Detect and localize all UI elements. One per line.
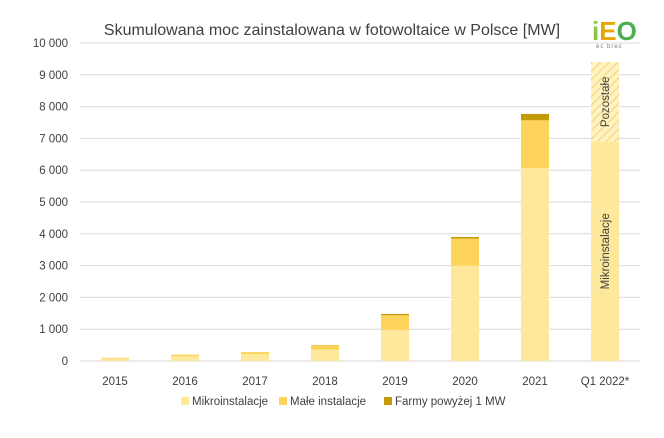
bar-segment-male-instalacje: [311, 345, 339, 350]
x-tick-label: 2016: [172, 376, 198, 388]
bar-segment-pozostale: [591, 62, 619, 142]
y-tick-label: 4 000: [39, 229, 68, 241]
y-tick-label: 9 000: [39, 70, 68, 82]
logo-letter-e: E: [599, 16, 616, 46]
bar-segment-mikroinstalacje: [591, 141, 619, 361]
y-tick-label: 5 000: [39, 197, 68, 209]
legend-swatch: [279, 397, 287, 405]
y-tick-label: 8 000: [39, 102, 68, 114]
x-tick-label: 2018: [312, 376, 338, 388]
y-tick-label: 1 000: [39, 324, 68, 336]
bar-segment-mikroinstalacje: [521, 167, 549, 361]
x-tick-label: 2019: [382, 376, 408, 388]
bar-segment-mikroinstalacje: [311, 349, 339, 361]
bar-segment-male-instalacje: [521, 120, 549, 168]
x-tick-label: 2015: [102, 376, 128, 388]
bar-segment-mikroinstalacje: [171, 356, 199, 361]
legend-label: Farmy powyżej 1 MW: [395, 396, 506, 408]
x-tick-label: 2021: [522, 376, 548, 388]
bar-segment-mikroinstalacje: [381, 329, 409, 361]
y-tick-label: 3 000: [39, 261, 68, 273]
bar-segment-mikroinstalacje: [101, 358, 129, 361]
bar-segment-mikroinstalacje: [451, 265, 479, 361]
logo-text: iEO: [592, 16, 637, 46]
bar-segment-farmy: [521, 113, 549, 121]
legend-swatch: [181, 397, 189, 405]
chart-title: Skumulowana moc zainstalowana w fotowolt…: [104, 22, 560, 39]
y-tick-label: 6 000: [39, 165, 68, 177]
legend: Mikroinstalacje Małe instalacje Farmy powy…: [181, 396, 506, 408]
bar-segment-farmy: [381, 313, 409, 316]
bar-segment-male-instalacje: [241, 352, 269, 355]
legend-label: Mikroinstalacje: [192, 396, 268, 408]
legend-label: Małe instalacje: [290, 396, 366, 408]
y-tick-label: 10 000: [33, 38, 68, 50]
x-axis-ticks: 2015 2016 2017 2018 2019 2020 2021 Q1 2022*: [102, 376, 630, 388]
y-tick-label: 0: [62, 356, 68, 368]
bar-segment-farmy: [451, 236, 479, 239]
annotation-mikroinstalacje: Mikroinstalacje: [600, 213, 612, 289]
bar-segment-male-instalacje: [171, 354, 199, 357]
bar-segment-mikroinstalacje: [241, 354, 269, 361]
annotations: Mikroinstalacje Pozostałe: [600, 77, 612, 290]
x-tick-label: 2017: [242, 376, 268, 388]
bar-segment-male-instalacje: [451, 238, 479, 266]
x-tick-label: 2020: [452, 376, 478, 388]
logo: iEO ec brec: [592, 16, 637, 50]
bar-segment-male-instalacje: [101, 357, 129, 359]
bar-segment-male-instalacje: [381, 315, 409, 330]
x-tick-label: Q1 2022*: [581, 376, 630, 388]
logo-subtext: ec brec: [596, 44, 623, 50]
logo-letter-i: i: [592, 16, 599, 46]
annotation-pozostale: Pozostałe: [600, 77, 612, 128]
y-axis-ticks: 0 1 000 2 000 3 000 4 000 5 000 6 000 7 000 8 00…: [33, 38, 68, 368]
y-tick-label: 7 000: [39, 133, 68, 145]
logo-letter-o: O: [617, 16, 637, 46]
bars: [101, 62, 619, 361]
legend-swatch: [384, 397, 392, 405]
y-tick-label: 2 000: [39, 292, 68, 304]
gridlines: [80, 42, 640, 362]
